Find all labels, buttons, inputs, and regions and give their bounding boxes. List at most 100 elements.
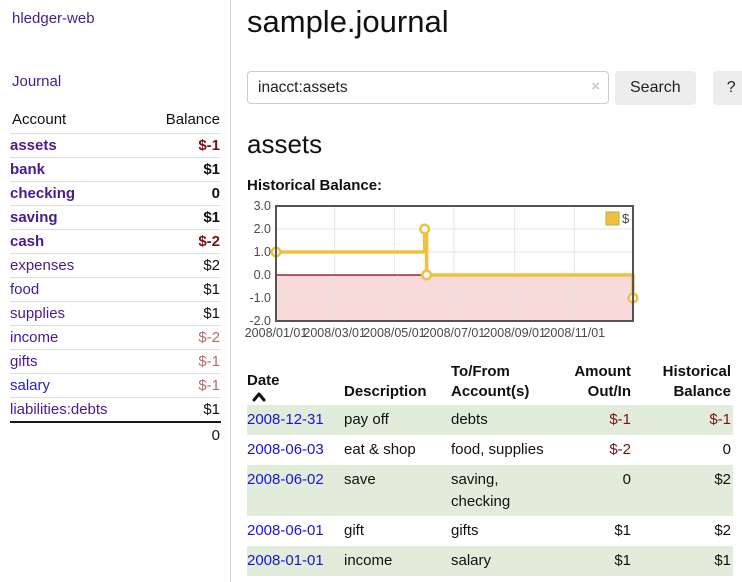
account-row: saving $1 bbox=[10, 205, 221, 230]
transaction-description: save bbox=[344, 470, 376, 488]
register-row: 2008-06-02 save saving, checking 0 $2 bbox=[247, 464, 733, 517]
register-header-row: Date Description To/From Account(s) Amou… bbox=[247, 360, 733, 406]
transaction-description: eat & shop bbox=[344, 441, 416, 459]
brand-link[interactable]: hledger-web bbox=[12, 10, 95, 27]
register-row: 2008-06-03 eat & shop food, supplies $-2 0 bbox=[247, 435, 733, 465]
chart-x-tick-label: 2008/07/01 bbox=[423, 326, 486, 340]
account-balance: $1 bbox=[203, 161, 220, 178]
account-balance: $1 bbox=[203, 281, 220, 298]
description-column-header: Description bbox=[344, 383, 427, 401]
chart-x-tick-label: 2008/03/01 bbox=[303, 326, 366, 340]
account-balance: $-1 bbox=[198, 353, 220, 370]
account-total-balance: 0 bbox=[211, 427, 220, 444]
account-balance: $-1 bbox=[198, 377, 220, 394]
transaction-amount: $1 bbox=[614, 522, 631, 540]
transaction-accounts: debts bbox=[451, 411, 488, 429]
balance-column-header: Historical Balance bbox=[662, 362, 731, 401]
chart-y-tick-label: 0.0 bbox=[254, 268, 271, 282]
chart-x-tick-label: 2008/01/01 bbox=[245, 326, 308, 340]
account-balance: 0 bbox=[211, 185, 220, 202]
chart-x-tick-label: 2008/09/01 bbox=[483, 326, 546, 340]
chart-y-tick-label: -1.0 bbox=[249, 291, 271, 305]
search-input[interactable] bbox=[247, 71, 609, 105]
accounts-column-header: To/From Account(s) bbox=[451, 362, 530, 401]
chart-x-tick-label: 2008/11/01 bbox=[543, 326, 605, 340]
main-content: sample.journal × Search ? assets Histori… bbox=[231, 0, 742, 582]
transaction-date-link[interactable]: 2008-01-01 bbox=[247, 552, 324, 570]
account-row: supplies $1 bbox=[10, 301, 221, 326]
account-link-bank[interactable]: bank bbox=[10, 161, 46, 178]
chart-y-tick-label: -2.0 bbox=[249, 314, 271, 328]
chart-container: $3.0 2.0 1.0 0.0 -1.0 -2.0 2008/01/01 2008/03/0… bbox=[245, 199, 742, 340]
account-total-row: 0 bbox=[10, 422, 221, 448]
page-title: sample.journal bbox=[247, 4, 449, 39]
account-balance: $-1 bbox=[198, 137, 220, 154]
transaction-date-link[interactable]: 2008-06-03 bbox=[247, 441, 324, 459]
transaction-amount: $-1 bbox=[609, 411, 631, 429]
chart-y-tick-label: 3.0 bbox=[254, 199, 271, 213]
transaction-date: 2008-06-03 bbox=[247, 435, 344, 465]
account-balance: $1 bbox=[203, 209, 220, 226]
account-link-expenses[interactable]: expenses bbox=[10, 257, 75, 274]
account-link-checking[interactable]: checking bbox=[10, 185, 76, 202]
chart-y-tick-label: 1.0 bbox=[254, 245, 271, 259]
account-heading: assets bbox=[247, 128, 323, 159]
clear-search-icon[interactable]: × bbox=[591, 78, 600, 96]
transaction-date-link[interactable]: 2008-06-02 bbox=[247, 470, 324, 488]
transaction-balance: $1 bbox=[714, 552, 731, 570]
search-form: × Search ? bbox=[247, 70, 742, 105]
transaction-balance: $2 bbox=[714, 522, 731, 540]
account-balance: $2 bbox=[203, 257, 220, 274]
transaction-date-link[interactable]: 2008-06-01 bbox=[247, 522, 324, 540]
account-link-supplies[interactable]: supplies bbox=[10, 305, 66, 322]
account-balance: $-2 bbox=[198, 233, 220, 250]
sidebar: hledger-web Journal Account Balance asse… bbox=[0, 0, 231, 582]
account-row: expenses $2 bbox=[10, 253, 221, 278]
sidebar-item-journal[interactable]: Journal bbox=[12, 73, 62, 90]
chart-marker bbox=[419, 223, 431, 235]
account-link-assets[interactable]: assets bbox=[10, 137, 57, 154]
account-link-cash[interactable]: cash bbox=[10, 233, 45, 250]
account-link-salary[interactable]: salary bbox=[10, 377, 51, 394]
chart-border bbox=[275, 204, 634, 322]
account-row: income $-2 bbox=[10, 325, 221, 350]
transaction-accounts: salary bbox=[451, 552, 492, 570]
date-column-header[interactable]: Date bbox=[247, 360, 344, 406]
account-link-food[interactable]: food bbox=[10, 281, 40, 298]
transaction-description: income bbox=[344, 552, 393, 570]
transaction-balance: $2 bbox=[714, 470, 731, 488]
chart-x-tick-label: 2008/05/01 bbox=[363, 326, 426, 340]
transaction-date: 2008-06-01 bbox=[247, 516, 344, 546]
transaction-accounts: gifts bbox=[451, 522, 479, 540]
transaction-accounts: food, supplies bbox=[451, 441, 544, 459]
transaction-date-link[interactable]: 2008-12-31 bbox=[247, 411, 324, 429]
account-balance: $1 bbox=[203, 401, 220, 418]
account-table-header-row: Account Balance bbox=[10, 107, 221, 134]
chart-y-tick-label: 2.0 bbox=[254, 222, 271, 236]
transaction-accounts: saving, checking bbox=[451, 470, 511, 510]
account-row: bank $1 bbox=[10, 157, 221, 182]
transaction-amount: $1 bbox=[614, 552, 631, 570]
register-row: 2008-01-01 income salary $1 $1 bbox=[247, 546, 733, 576]
help-button[interactable]: ? bbox=[712, 70, 742, 105]
register-table: Date Description To/From Account(s) Amou… bbox=[247, 360, 733, 576]
transaction-date: 2008-12-31 bbox=[247, 405, 344, 435]
account-row: liabilities:debts $1 bbox=[10, 397, 221, 423]
sort-ascending-icon bbox=[252, 392, 266, 402]
account-tree-table: Account Balance assets $-1 bank $1 checking 0… bbox=[10, 107, 221, 448]
chart-marker bbox=[421, 269, 433, 281]
account-row: checking 0 bbox=[10, 181, 221, 206]
register-row: 2008-06-01 gift gifts $1 $2 bbox=[247, 516, 733, 546]
account-link-gifts[interactable]: gifts bbox=[10, 353, 38, 370]
search-input-wrapper: × bbox=[247, 71, 609, 105]
search-button[interactable]: Search bbox=[615, 70, 696, 105]
balance-column-header: Balance bbox=[165, 111, 220, 128]
transaction-description: pay off bbox=[344, 411, 389, 429]
register-row: 2008-12-31 pay off debts $-1 $-1 bbox=[247, 405, 733, 436]
chart-legend-swatch bbox=[605, 211, 620, 226]
account-link-income[interactable]: income bbox=[10, 329, 59, 346]
transaction-balance: $-1 bbox=[709, 411, 731, 429]
account-link-liabilities-debts[interactable]: liabilities:debts bbox=[10, 401, 108, 418]
account-link-saving[interactable]: saving bbox=[10, 209, 58, 226]
